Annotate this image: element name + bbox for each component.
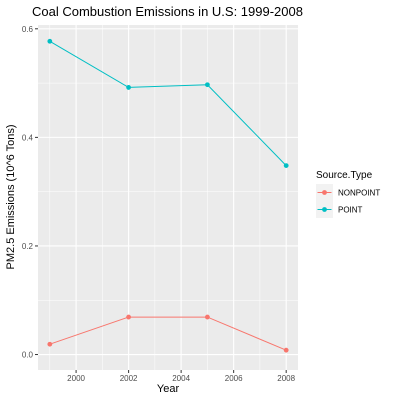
legend-label-point: POINT — [338, 206, 363, 215]
x-axis-title: Year — [157, 383, 180, 395]
data-point-nonpoint — [126, 314, 132, 320]
grid-major — [38, 25, 298, 370]
tick-labels: 2000 2002 2004 2006 2008 0.0 0.2 0.4 0.6 — [22, 25, 296, 383]
series-line-nonpoint — [49, 316, 287, 351]
data-point-nonpoint — [204, 314, 210, 320]
legend-key-point — [322, 190, 327, 195]
series-nonpoint — [47, 314, 289, 353]
y-tick-label: 0.2 — [22, 242, 34, 251]
series-point — [47, 38, 289, 169]
x-tick-label: 2008 — [277, 374, 295, 383]
legend-title: Source.Type — [316, 170, 373, 181]
legend-item-nonpoint: NONPOINT — [316, 184, 380, 201]
x-tick-label: 2006 — [225, 374, 243, 383]
legend-item-point: POINT — [316, 201, 363, 218]
data-point-nonpoint — [47, 341, 53, 347]
data-point-point — [47, 38, 53, 44]
chart-title: Coal Combustion Emissions in U.S: 1999-2… — [32, 4, 303, 19]
data-point-point — [126, 85, 132, 90]
y-tick-label: 0.4 — [22, 133, 34, 142]
legend-keys: NONPOINT POINT — [316, 184, 380, 218]
x-tick-label: 2002 — [120, 374, 138, 383]
y-axis-title: PM2.5 Emissions (10^6 Tons) — [5, 125, 17, 270]
y-tick-label: 0.0 — [22, 351, 34, 360]
y-tick-label: 0.6 — [22, 25, 34, 34]
data-point-point — [283, 163, 289, 169]
data-point-nonpoint — [283, 347, 289, 353]
legend: Source.Type NONPOINT POINT — [316, 170, 380, 218]
series-line-point — [49, 40, 287, 166]
legend-label-nonpoint: NONPOINT — [338, 189, 380, 198]
legend-key-point — [322, 207, 327, 212]
x-tick-label: 2004 — [172, 374, 190, 383]
series-layer — [47, 38, 289, 353]
plot-panel — [38, 25, 298, 370]
axis-ticks — [35, 28, 287, 373]
data-point-point — [204, 82, 210, 88]
x-tick-label: 2000 — [67, 374, 85, 383]
